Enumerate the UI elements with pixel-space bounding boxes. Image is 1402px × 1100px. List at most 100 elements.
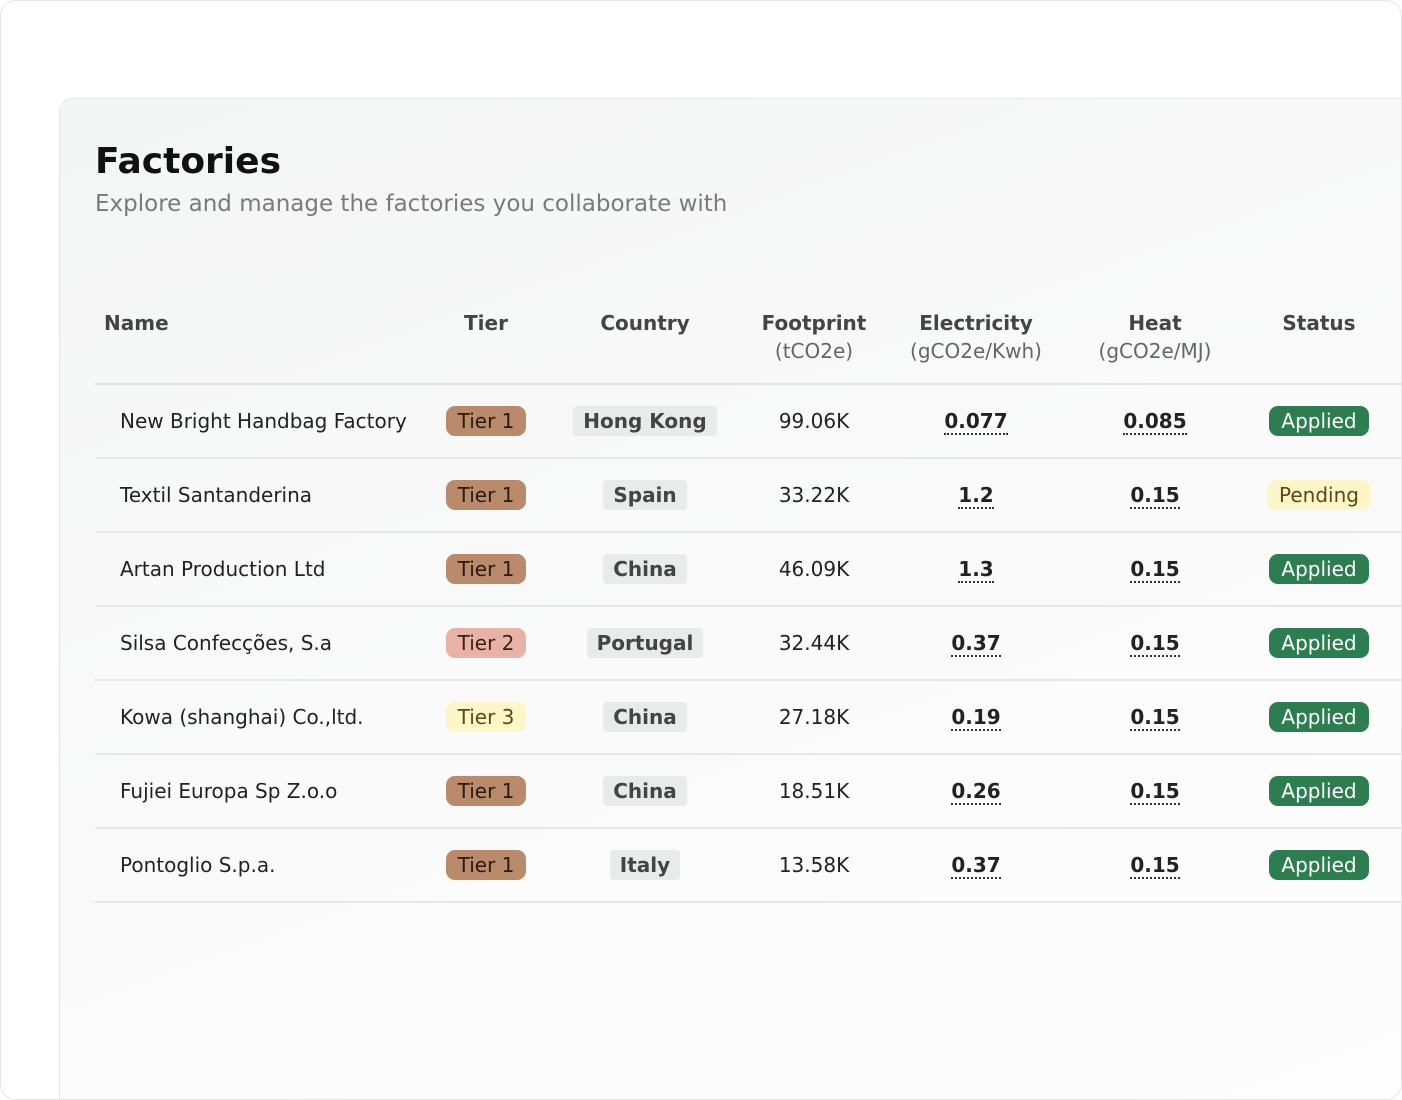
table-cell: 0.15 xyxy=(1073,532,1237,607)
table-row[interactable]: Silsa Confecções, S.a Tier 2 Portugal 32.44… xyxy=(95,606,1401,681)
table-cell: 18.51K xyxy=(749,754,879,829)
status-badge: Applied xyxy=(1269,628,1369,658)
column-name: Heat xyxy=(1128,311,1182,335)
heat-value[interactable]: 0.085 xyxy=(1123,409,1187,435)
table-cell: China xyxy=(541,754,749,829)
country-tag: Hong Kong xyxy=(573,406,717,436)
table-row[interactable]: Kowa (shanghai) Co.,ltd. Tier 3 China 27.18… xyxy=(95,680,1401,755)
status-badge: Applied xyxy=(1269,850,1369,880)
table-row[interactable]: New Bright Handbag Factory Tier 1 Hong Kon… xyxy=(95,384,1401,459)
electricity-value[interactable]: 1.2 xyxy=(958,483,994,509)
column-header: Electricity (gCO2e/Kwh) xyxy=(879,311,1073,385)
table-cell: Pontoglio S.p.a. xyxy=(95,828,431,903)
table-cell: Artan Production Ltd xyxy=(95,532,431,607)
table-cell: Pending xyxy=(1237,458,1401,533)
column-name: Status xyxy=(1282,311,1356,335)
table-cell: Kowa (shanghai) Co.,ltd. xyxy=(95,680,431,755)
heat-value[interactable]: 0.15 xyxy=(1130,853,1180,879)
status-badge: Applied xyxy=(1269,702,1369,732)
factory-name[interactable]: Silsa Confecções, S.a xyxy=(120,631,333,655)
table-cell: 0.085 xyxy=(1073,384,1237,459)
table-cell: Tier 1 xyxy=(431,828,541,903)
table-cell: China xyxy=(541,532,749,607)
footprint-value: 27.18K xyxy=(778,705,850,729)
factory-name[interactable]: Kowa (shanghai) Co.,ltd. xyxy=(120,705,364,729)
heat-value[interactable]: 0.15 xyxy=(1130,557,1180,583)
header-row: Name Tier Country Footprint (tCO2e) Electrici… xyxy=(95,311,1401,385)
electricity-value[interactable]: 0.26 xyxy=(951,779,1001,805)
factory-name[interactable]: Textil Santanderina xyxy=(120,483,313,507)
table-cell: Tier 1 xyxy=(431,754,541,829)
table-cell: 27.18K xyxy=(749,680,879,755)
table-cell: Tier 1 xyxy=(431,532,541,607)
table-cell: 0.15 xyxy=(1073,458,1237,533)
factory-name[interactable]: Pontoglio S.p.a. xyxy=(120,853,276,877)
table-cell: 46.09K xyxy=(749,532,879,607)
footprint-value: 46.09K xyxy=(778,557,850,581)
tier-badge: Tier 3 xyxy=(445,702,527,732)
heat-value[interactable]: 0.15 xyxy=(1130,483,1180,509)
heat-value[interactable]: 0.15 xyxy=(1130,631,1180,657)
electricity-value[interactable]: 0.077 xyxy=(944,409,1008,435)
table-cell: Hong Kong xyxy=(541,384,749,459)
footprint-value: 18.51K xyxy=(778,779,850,803)
title: Factories xyxy=(95,141,281,182)
tier-badge: Tier 1 xyxy=(445,850,527,880)
electricity-value[interactable]: 0.37 xyxy=(951,631,1001,657)
factories-table: Name Tier Country Footprint (tCO2e) Electrici… xyxy=(95,311,1401,903)
heat-value[interactable]: 0.15 xyxy=(1130,705,1180,731)
table-cell: 1.2 xyxy=(879,458,1073,533)
table-cell: 0.15 xyxy=(1073,606,1237,681)
electricity-value[interactable]: 0.37 xyxy=(951,853,1001,879)
column-header: Status xyxy=(1237,311,1401,385)
column-header: Heat (gCO2e/MJ) xyxy=(1073,311,1237,385)
table-cell: 0.37 xyxy=(879,606,1073,681)
table-row[interactable]: Fujiei Europa Sp Z.o.o Tier 1 China 18.51K 0… xyxy=(95,754,1401,829)
tier-badge: Tier 2 xyxy=(445,628,527,658)
tier-badge: Tier 1 xyxy=(445,480,527,510)
table-cell: Tier 2 xyxy=(431,606,541,681)
table-cell: 33.22K xyxy=(749,458,879,533)
status-badge: Applied xyxy=(1269,554,1369,584)
electricity-value[interactable]: 0.19 xyxy=(951,705,1001,731)
tier-badge: Tier 1 xyxy=(445,554,527,584)
column-unit: (gCO2e/Kwh) xyxy=(910,339,1042,363)
table-body: New Bright Handbag Factory Tier 1 Hong Kon… xyxy=(95,384,1401,903)
column-name: Footprint xyxy=(761,311,867,335)
subtitle: Explore and manage the factories you col… xyxy=(95,191,728,217)
table-row[interactable]: Textil Santanderina Tier 1 Spain 33.22K 1.2 0… xyxy=(95,458,1401,533)
factory-name[interactable]: Artan Production Ltd xyxy=(120,557,326,581)
table-cell: Portugal xyxy=(541,606,749,681)
column-name: Name xyxy=(104,311,169,335)
factory-name[interactable]: Fujiei Europa Sp Z.o.o xyxy=(120,779,338,803)
table-cell: Spain xyxy=(541,458,749,533)
table-cell: Applied xyxy=(1237,606,1401,681)
table-row[interactable]: Pontoglio S.p.a. Tier 1 Italy 13.58K 0.37 0.1… xyxy=(95,828,1401,903)
column-name: Tier xyxy=(464,311,508,335)
table-cell: 13.58K xyxy=(749,828,879,903)
table-cell: China xyxy=(541,680,749,755)
table-cell: Tier 1 xyxy=(431,384,541,459)
table-cell: Applied xyxy=(1237,384,1401,459)
column-name: Country xyxy=(600,311,690,335)
table-row[interactable]: Artan Production Ltd Tier 1 China 46.09K 1.3… xyxy=(95,532,1401,607)
heat-value[interactable]: 0.15 xyxy=(1130,779,1180,805)
table-cell: 0.19 xyxy=(879,680,1073,755)
footprint-value: 99.06K xyxy=(778,409,850,433)
footprint-value: 13.58K xyxy=(778,853,850,877)
table-cell: Applied xyxy=(1237,828,1401,903)
status-badge: Pending xyxy=(1267,480,1371,510)
table-cell: Tier 3 xyxy=(431,680,541,755)
table-cell: 0.15 xyxy=(1073,680,1237,755)
table-cell: Applied xyxy=(1237,532,1401,607)
electricity-value[interactable]: 1.3 xyxy=(958,557,994,583)
table-cell: 1.3 xyxy=(879,532,1073,607)
table-cell: 0.15 xyxy=(1073,828,1237,903)
table-cell: 0.37 xyxy=(879,828,1073,903)
country-tag: China xyxy=(603,702,687,732)
factory-name[interactable]: New Bright Handbag Factory xyxy=(120,409,407,433)
country-tag: Italy xyxy=(609,850,681,880)
table-cell: Tier 1 xyxy=(431,458,541,533)
